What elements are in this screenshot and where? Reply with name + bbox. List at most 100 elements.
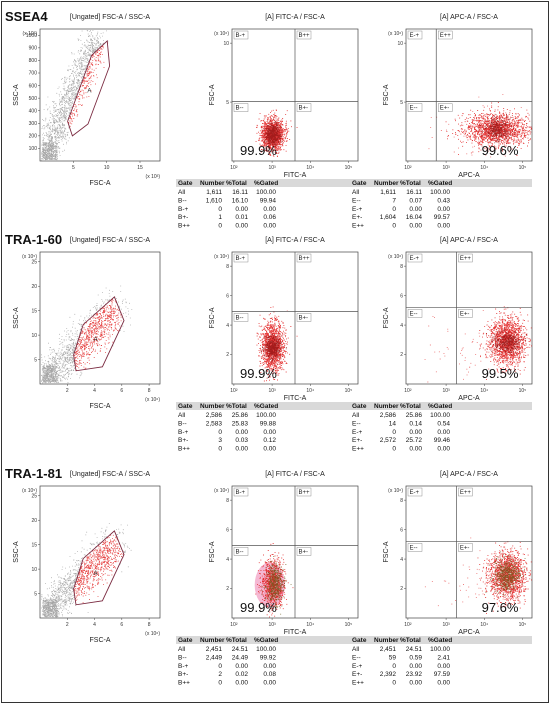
table-cell: 1,610 (206, 197, 223, 204)
x-tick-label: 10⁵ (519, 622, 527, 628)
table-cell: 0 (392, 223, 396, 230)
table-header-cell: %Gated (254, 637, 278, 644)
table-cell: 3 (218, 437, 222, 444)
table-cell: 0.00 (409, 206, 422, 213)
percent-label: 99.9% (240, 600, 277, 615)
event-dots (261, 556, 292, 615)
quadrant-label: E+- (460, 311, 470, 317)
table-cell: B-+ (178, 429, 189, 436)
quadrant-label: E-- (410, 545, 418, 551)
x-axis-label: FSC-A (90, 637, 111, 644)
plot-title: [A] APC-A / FSC-A (440, 237, 498, 244)
table-cell: B-+ (178, 663, 189, 670)
y-tick-label: 800 (29, 58, 38, 64)
table-header-cell: Gate (178, 180, 193, 187)
y-tick-label: 20 (31, 518, 37, 524)
quadrant-label: B-+ (236, 33, 246, 39)
table-cell: 23.92 (406, 671, 423, 678)
table-cell: 1 (218, 214, 222, 221)
marker-label: TRA-1-60 (5, 232, 62, 247)
table-cell: E-- (352, 197, 361, 204)
x-exponent: (x 10⁶) (145, 397, 160, 403)
table-cell: 0.00 (409, 663, 422, 670)
percent-label: 99.5% (482, 366, 519, 381)
x-tick-label: 10² (404, 622, 412, 628)
y-exponent: (x 10⁵) (22, 488, 37, 494)
table-cell: 100.00 (430, 646, 450, 653)
table-cell: 0.43 (437, 197, 450, 204)
quadrant-label: B-+ (236, 490, 246, 496)
plot-title: [A] FITC-A / FSC-A (265, 14, 325, 21)
x-tick-label: 10⁵ (345, 388, 353, 394)
y-tick-label: 6 (226, 293, 229, 299)
y-tick-label: 500 (29, 96, 38, 102)
y-tick-label: 10 (397, 41, 403, 47)
quadrant-label: E++ (460, 256, 472, 262)
quadrant-label-box (296, 547, 312, 556)
table-cell: 0.08 (263, 671, 276, 678)
x-axis-label: APC-A (458, 172, 480, 179)
quadrant-label-box (407, 309, 423, 318)
y-exponent: (x 10⁶) (214, 254, 229, 260)
gated-events (73, 534, 124, 604)
quadrant-label: B++ (299, 33, 311, 39)
quadrant-label: B-- (236, 315, 244, 321)
table-cell: 25.83 (232, 420, 249, 427)
table-header-cell: %Total (226, 637, 247, 644)
table-cell: 1,611 (380, 189, 396, 196)
table-cell: 0 (218, 680, 222, 687)
apc-quadrant-plot: [A] APC-A / FSC-A (x 10⁶) 5 10 10² 10³ 10⁴ 10⁵ A… (383, 14, 533, 179)
y-tick-label: 2 (400, 352, 403, 358)
y-tick-label: 400 (29, 108, 38, 114)
x-tick-label: 10³ (268, 622, 276, 628)
table-cell: 2.41 (437, 654, 450, 661)
table-cell: 0.00 (437, 663, 450, 670)
table-cell: 0.00 (235, 680, 248, 687)
y-axis-label: FSC-A (209, 84, 216, 105)
quadrant-label-box (296, 313, 312, 322)
table-cell: All (352, 412, 360, 419)
table-cell: E++ (352, 446, 364, 453)
plot-title: [A] APC-A / FSC-A (440, 14, 498, 21)
table-header-cell: %Total (400, 403, 421, 410)
ungated-events (41, 285, 133, 384)
table-cell: B-- (178, 654, 187, 661)
table-cell: 99.94 (260, 197, 277, 204)
table-header-cell: Number (374, 637, 399, 644)
table-cell: B+- (178, 671, 188, 678)
table-cell: E-+ (352, 663, 363, 670)
quadrant-label: E-+ (410, 490, 420, 496)
table-cell: E-- (352, 654, 361, 661)
table-header-bg (176, 402, 358, 410)
y-tick-label: 25 (31, 493, 37, 499)
table-cell: 16.10 (232, 197, 249, 204)
x-tick-label: 10⁵ (519, 388, 527, 394)
x-tick-label: 10⁴ (480, 165, 488, 171)
ungated-scatter-plot: [Ungated] FSC-A / SSC-A (x 10⁵) (x 10⁶) 5 10… (13, 471, 161, 644)
x-tick-label: 10² (404, 388, 412, 394)
section-0: SSEA4 [Ungated] FSC-A / SSC-A (x 10³) (x 10… (5, 9, 533, 230)
y-tick-label: 20 (31, 284, 37, 290)
percent-label: 97.6% (482, 600, 519, 615)
section-2: TRA-1-81 [Ungated] FSC-A / SSC-A (x 10⁵) (x… (5, 466, 533, 687)
apc-quadrant-plot: [A] APC-A / FSC-A (x 10⁶) 2 4 6 8 10² 10³ 10⁴ 10⁵… (383, 237, 533, 402)
table-cell: 24.49 (232, 654, 249, 661)
table-cell: B+- (178, 214, 188, 221)
x-axis-label: FSC-A (90, 180, 111, 187)
table-cell: 2,586 (206, 412, 223, 419)
table-cell: All (178, 412, 186, 419)
table-cell: E++ (352, 223, 364, 230)
y-tick-label: 15 (31, 542, 37, 548)
table-cell: 0.00 (235, 663, 248, 670)
plot-frame (39, 28, 161, 162)
table-cell: 2 (218, 671, 222, 678)
marker-label: SSEA4 (5, 9, 48, 24)
x-tick-label: 4 (93, 622, 96, 628)
quadrant-label-box (458, 543, 473, 552)
table-cell: 0.59 (409, 654, 422, 661)
table-cell: 100.00 (256, 646, 276, 653)
y-tick-label: 10 (223, 41, 229, 47)
table-cell: 0.00 (409, 429, 422, 436)
